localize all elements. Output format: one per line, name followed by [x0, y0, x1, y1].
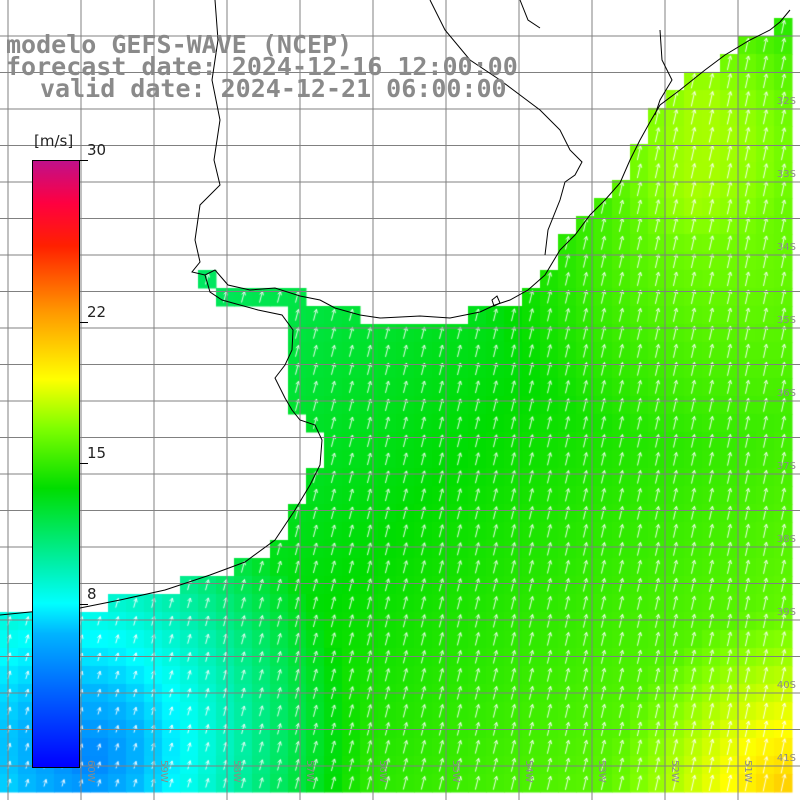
border-line [491, 295, 501, 307]
latitude-label: 33S [776, 169, 796, 180]
longitude-label: 54W [523, 760, 534, 783]
colorbar-tick [80, 160, 88, 161]
latitude-label: 39S [776, 607, 796, 618]
colorbar [32, 160, 80, 768]
colorbar-tick-label: 22 [87, 302, 107, 321]
latitude-label: 32S [776, 96, 796, 107]
border-line [654, 29, 673, 116]
longitude-label: 59W [158, 760, 169, 783]
colorbar-unit-label: [m/s] [34, 132, 74, 150]
coastline [0, 0, 791, 616]
latitude-label: 37S [776, 461, 796, 472]
longitude-label: 51W [742, 760, 753, 783]
colorbar-tick [80, 604, 88, 606]
longitude-label: 52W [669, 760, 680, 783]
colorbar-tick-label: 30 [87, 141, 107, 159]
valid-date-title: valid date: 2024-12-21 06:00:00 [40, 74, 507, 103]
border-line [429, 0, 583, 256]
latitude-label: 35S [776, 315, 796, 326]
border-line [191, 0, 221, 276]
longitude-label: 58W [231, 760, 242, 783]
coastline-path [0, 9, 791, 616]
latitude-label: 40S [776, 680, 796, 691]
colorbar-tick-label: 8 [87, 585, 97, 604]
colorbar-tick [80, 463, 88, 464]
model-title: modelo GEFS-WAVE (NCEP) [6, 30, 353, 59]
longitude-label: 56W [377, 760, 388, 783]
border-line [519, 0, 541, 29]
longitude-label: 60W [85, 760, 96, 783]
longitude-label: 57W [304, 760, 315, 783]
colorbar-tick-label: 15 [87, 444, 107, 462]
latitude-label: 36S [776, 388, 796, 399]
longitude-label: 53W [596, 760, 607, 783]
latitude-label: 38S [776, 534, 796, 545]
longitude-label: 55W [450, 760, 461, 783]
forecast-date-title: forecast date: 2024-12-16 12:00:00 [6, 52, 518, 81]
latitude-label: 41S [776, 753, 796, 764]
latitude-label: 34S [776, 242, 796, 253]
colorbar-tick [80, 321, 88, 323]
